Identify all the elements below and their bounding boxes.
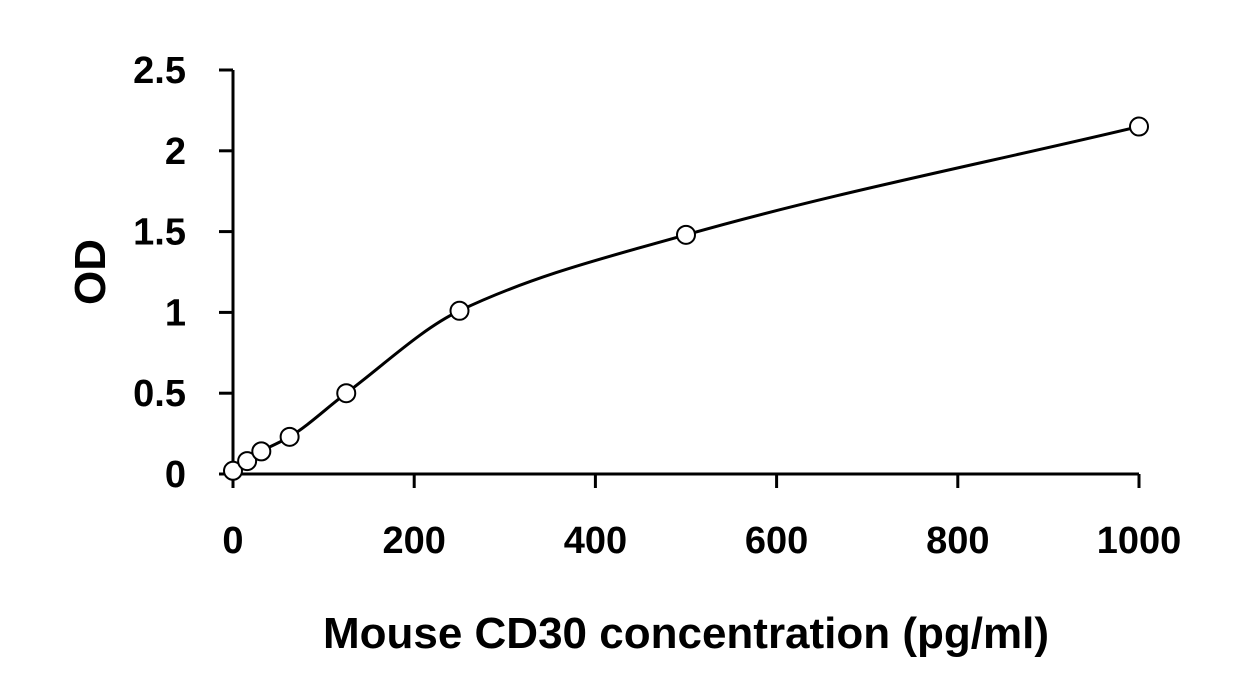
fit-curve	[232, 125, 1140, 473]
x-tick-label: 200	[382, 520, 445, 562]
x-tick-label: 0	[222, 520, 243, 562]
x-axis-title: Mouse CD30 concentration (pg/ml)	[323, 609, 1049, 658]
data-point	[279, 426, 300, 447]
x-tick-label: 600	[745, 520, 808, 562]
y-axis-title: OD	[66, 239, 115, 305]
data-point	[449, 300, 470, 321]
data-point	[676, 224, 696, 245]
data-point	[251, 441, 272, 462]
data-point	[223, 460, 243, 481]
data-point	[237, 451, 258, 472]
x-tick-label: 1000	[1097, 520, 1182, 562]
y-tick-label: 1.5	[133, 212, 186, 254]
data-point	[1129, 116, 1149, 137]
data-points	[223, 116, 1149, 481]
x-tick-label: 800	[926, 520, 989, 562]
x-tick-label: 400	[564, 520, 627, 562]
tick-labels: 0 0.5 1 1.5 2 2.5 0 200 400 600 800 1000	[133, 50, 1181, 562]
data-point	[336, 383, 357, 404]
y-tick-label: 0.5	[133, 373, 186, 415]
y-tick-label: 0	[165, 454, 186, 496]
axes	[219, 68, 1141, 488]
y-tick-label: 1	[165, 292, 186, 334]
y-tick-label: 2.5	[133, 50, 186, 92]
fit-curve-layer	[232, 125, 1140, 473]
y-tick-label: 2	[165, 131, 186, 173]
